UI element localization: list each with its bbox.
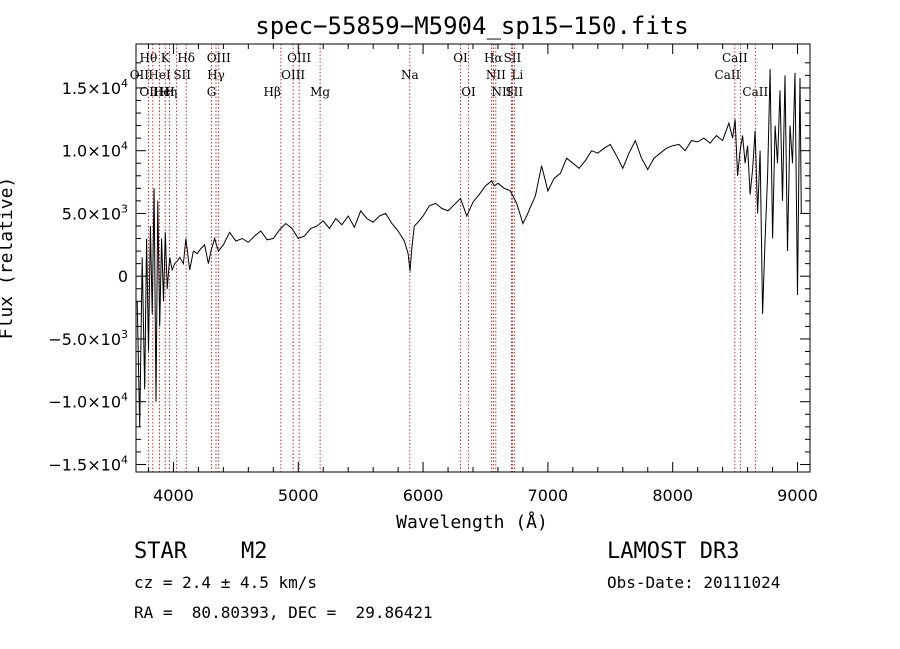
y-axis: −1.5×104 −1.0×104 −5.0×103 0 5.0×103 1.0×104 1…	[48, 62, 810, 474]
y-tick-label: 1.0×104	[62, 140, 128, 161]
line-label: OI	[461, 85, 476, 99]
line-label: H	[164, 85, 174, 99]
y-tick-label: −1.5×104	[48, 453, 128, 474]
observation-date: Obs-Date: 20111024	[607, 573, 781, 592]
y-tick-label: −1.0×104	[48, 391, 128, 412]
line-label: Hη	[160, 85, 178, 99]
line-label: CaII	[722, 51, 748, 65]
line-label: Mg	[310, 85, 330, 99]
line-label: Hϵ	[153, 85, 170, 99]
object-class: STAR	[134, 539, 187, 564]
spectrum-series-line	[136, 69, 802, 427]
line-label: Hδ	[177, 51, 195, 65]
line-label: OIII	[281, 68, 305, 82]
sky-coordinates: RA = 80.80393, DEC = 29.86421	[134, 603, 433, 622]
x-axis-label: Wavelength (Å)	[396, 511, 548, 533]
line-label: Hθ	[140, 51, 158, 65]
line-label: HeI	[148, 68, 171, 82]
line-label: Hα	[484, 51, 503, 65]
line-label: Hβ	[264, 85, 281, 99]
survey-name: LAMOST DR3	[607, 539, 740, 564]
y-axis-label: Flux (relative)	[0, 177, 17, 340]
line-label: NII	[486, 68, 506, 82]
line-label: SII	[173, 68, 191, 82]
line-label: Hγ	[207, 68, 225, 82]
line-label: CaII	[715, 68, 741, 82]
x-tick-label: 5000	[278, 486, 319, 505]
line-label: NII	[491, 85, 511, 99]
x-tick-label: 8000	[652, 486, 693, 505]
x-tick-label: 4000	[153, 486, 194, 505]
line-label: OIII	[207, 51, 231, 65]
line-label: OII	[139, 85, 159, 99]
y-tick-label: −5.0×103	[48, 328, 128, 349]
line-label: OIII	[287, 51, 311, 65]
redshift-velocity: cz = 2.4 ± 4.5 km/s	[134, 573, 318, 592]
x-axis: 4000 5000 6000 7000 8000 9000	[147, 44, 818, 505]
chart-title: spec−55859−M5904_sp15−150.fits	[255, 12, 688, 40]
line-label: Li	[511, 68, 523, 82]
x-tick-label: 7000	[528, 486, 569, 505]
line-label: SII	[505, 85, 523, 99]
line-label: G	[207, 85, 217, 99]
y-tick-label: 0	[118, 267, 128, 286]
x-tick-label: 9000	[777, 486, 818, 505]
x-tick-label: 6000	[403, 486, 444, 505]
y-tick-label: 5.0×103	[62, 202, 128, 223]
plot-frame	[135, 43, 811, 473]
line-label: CaII	[742, 85, 768, 99]
spectral-line-markers	[147, 44, 756, 472]
line-label: OI	[453, 51, 468, 65]
line-label: K	[161, 51, 171, 65]
line-label: Na	[401, 68, 419, 82]
object-subclass: M2	[241, 539, 268, 564]
line-label: SII	[504, 51, 522, 65]
y-tick-label: 1.5×104	[62, 77, 128, 98]
